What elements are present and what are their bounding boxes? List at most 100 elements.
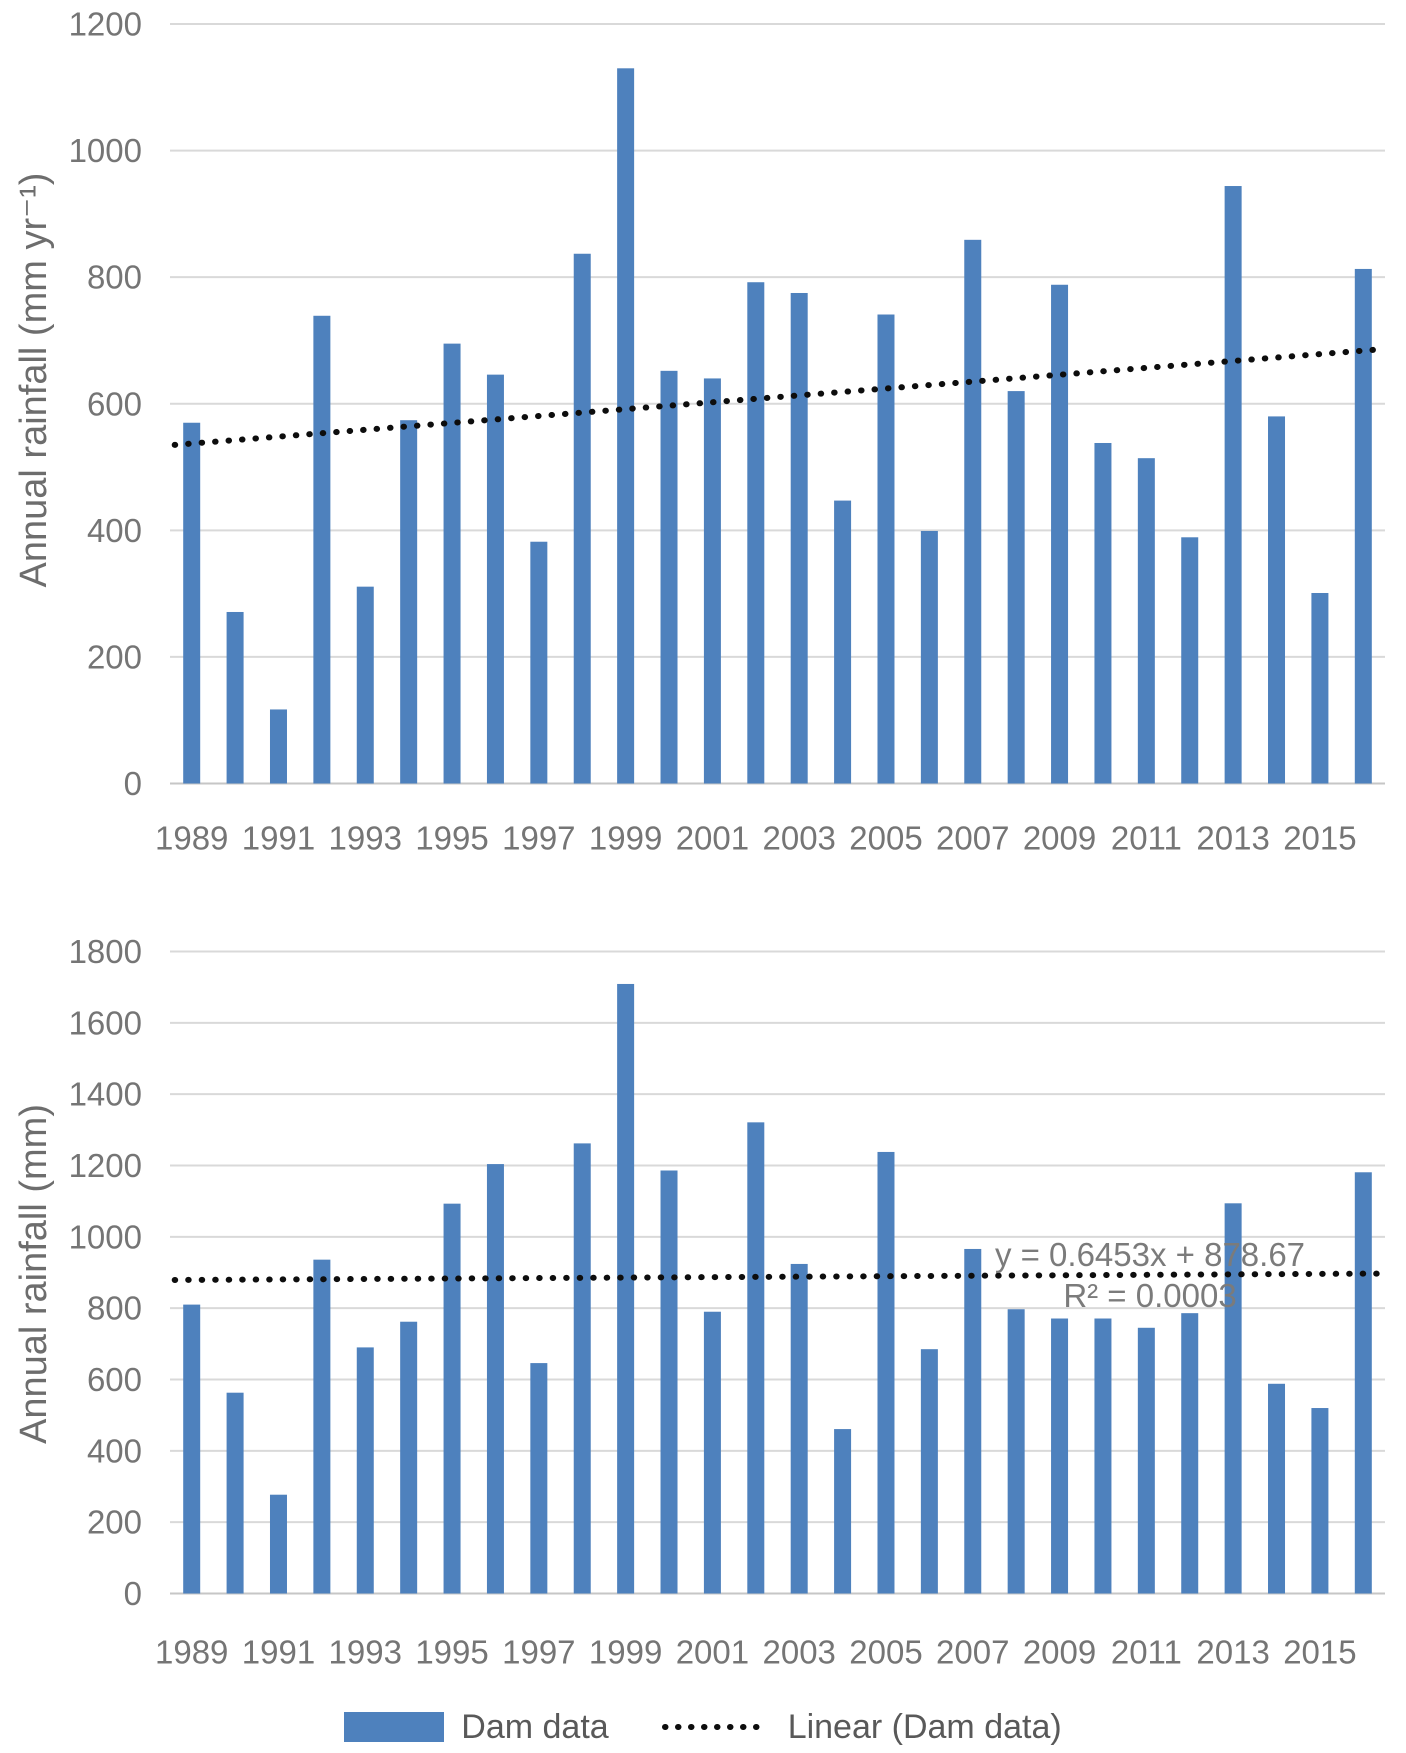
bar-1999 xyxy=(617,68,635,784)
bar-1989 xyxy=(183,422,201,784)
x-tick-2001: 2001 xyxy=(676,1634,749,1671)
bar-2002 xyxy=(747,282,765,784)
x-tick-1991: 1991 xyxy=(242,820,315,857)
bar-1994 xyxy=(400,420,418,784)
bar-1995 xyxy=(443,1203,461,1594)
bar-2001 xyxy=(703,378,721,784)
x-tick-2007: 2007 xyxy=(936,820,1009,857)
bar-1999 xyxy=(617,983,635,1594)
bar-2010 xyxy=(1094,442,1112,784)
bar-2015 xyxy=(1311,1408,1329,1594)
bar-2016 xyxy=(1354,268,1372,784)
x-tick-1995: 1995 xyxy=(415,1634,488,1671)
y-tick-400: 400 xyxy=(87,1432,142,1469)
y-tick-1000: 1000 xyxy=(69,1218,142,1255)
bar-1992 xyxy=(313,315,331,784)
bar-2002 xyxy=(747,1122,765,1594)
x-tick-2003: 2003 xyxy=(762,1634,835,1671)
bar-2008 xyxy=(1007,391,1025,784)
legend-bar-swatch-icon xyxy=(344,1712,445,1742)
y-tick-1400: 1400 xyxy=(69,1076,142,1113)
bar-2007 xyxy=(964,1248,982,1594)
bar-2011 xyxy=(1137,1327,1155,1594)
bar-2010 xyxy=(1094,1318,1112,1594)
top-chart: 1200 1000 800 600 400 200 0 1989 1991 1993 1995 199… xyxy=(13,6,1385,857)
trend-r2-label: R² = 0.0003 xyxy=(1063,1277,1236,1314)
x-tick-2001: 2001 xyxy=(676,820,749,857)
trend-line xyxy=(171,346,1384,448)
bar-2005 xyxy=(877,1151,895,1594)
bar-2001 xyxy=(703,1311,721,1594)
bar-2009 xyxy=(1051,1318,1069,1594)
legend-trend-label: Linear (Dam data) xyxy=(787,1708,1062,1746)
bar-2004 xyxy=(834,1429,852,1594)
x-tick-2011: 2011 xyxy=(1111,820,1182,857)
bar-1993 xyxy=(356,1347,374,1594)
x-tick-1995: 1995 xyxy=(415,820,488,857)
x-tick-2009: 2009 xyxy=(1023,1634,1096,1671)
y-tick-1200: 1200 xyxy=(69,1147,142,1184)
bar-1991 xyxy=(269,709,287,784)
bottom-chart: 1800 1600 1400 1200 1000 800 600 400 200 0 1989 199… xyxy=(13,933,1385,1671)
y-tick-0: 0 xyxy=(124,765,142,802)
bar-1994 xyxy=(400,1321,418,1594)
y-tick-600: 600 xyxy=(87,1361,142,1398)
bar-2006 xyxy=(920,530,938,784)
y-tick-1600: 1600 xyxy=(69,1004,142,1041)
y-tick-800: 800 xyxy=(87,259,142,296)
x-tick-2005: 2005 xyxy=(849,820,922,857)
bar-1998 xyxy=(573,1143,591,1594)
y-tick-600: 600 xyxy=(87,385,142,422)
x-tick-1999: 1999 xyxy=(589,820,662,857)
bar-1990 xyxy=(226,1392,244,1594)
bar-2014 xyxy=(1268,416,1286,784)
trend-line xyxy=(171,1270,1384,1283)
bar-1991 xyxy=(269,1494,287,1594)
bar-1997 xyxy=(530,541,548,784)
bar-2012 xyxy=(1181,537,1199,784)
legend-bar-label: Dam data xyxy=(461,1708,609,1746)
y-tick-1000: 1000 xyxy=(69,132,142,169)
x-tick-2009: 2009 xyxy=(1023,820,1096,857)
y-tick-1800: 1800 xyxy=(69,933,142,970)
y-tick-0: 0 xyxy=(124,1575,142,1612)
bar-2005 xyxy=(877,314,895,784)
bar-2004 xyxy=(834,500,852,784)
x-tick-2011: 2011 xyxy=(1111,1634,1182,1671)
x-tick-2013: 2013 xyxy=(1196,1634,1269,1671)
bar-1996 xyxy=(486,1164,504,1594)
bar-2003 xyxy=(790,292,808,784)
x-tick-2015: 2015 xyxy=(1283,1634,1356,1671)
x-tick-2015: 2015 xyxy=(1283,820,1356,857)
x-tick-1997: 1997 xyxy=(502,820,575,857)
bar-2015 xyxy=(1311,592,1329,784)
bar-2003 xyxy=(790,1263,808,1594)
x-tick-1989: 1989 xyxy=(155,1634,228,1671)
bar-1993 xyxy=(356,586,374,784)
bar-2012 xyxy=(1181,1313,1199,1594)
bar-1992 xyxy=(313,1259,331,1594)
y-axis-title: Annual rainfall (mm yr⁻¹) xyxy=(13,173,55,588)
legend-trend-swatch-icon xyxy=(661,1724,772,1730)
y-tick-200: 200 xyxy=(87,638,142,675)
bar-1995 xyxy=(443,343,461,784)
bar-1996 xyxy=(486,374,504,784)
bar-2013 xyxy=(1224,1203,1242,1594)
bar-2016 xyxy=(1354,1172,1372,1594)
x-tick-1991: 1991 xyxy=(242,1634,315,1671)
x-tick-1989: 1989 xyxy=(155,820,228,857)
x-tick-2013: 2013 xyxy=(1196,820,1269,857)
x-tick-1993: 1993 xyxy=(329,820,402,857)
x-tick-1993: 1993 xyxy=(329,1634,402,1671)
bar-1998 xyxy=(573,253,591,784)
bar-2013 xyxy=(1224,186,1242,784)
x-tick-1999: 1999 xyxy=(589,1634,662,1671)
y-tick-200: 200 xyxy=(87,1504,142,1541)
y-tick-800: 800 xyxy=(87,1290,142,1327)
y-tick-1200: 1200 xyxy=(69,6,142,43)
bar-2007 xyxy=(964,239,982,784)
x-tick-2007: 2007 xyxy=(936,1634,1009,1671)
x-tick-2003: 2003 xyxy=(762,820,835,857)
x-tick-2005: 2005 xyxy=(849,1634,922,1671)
